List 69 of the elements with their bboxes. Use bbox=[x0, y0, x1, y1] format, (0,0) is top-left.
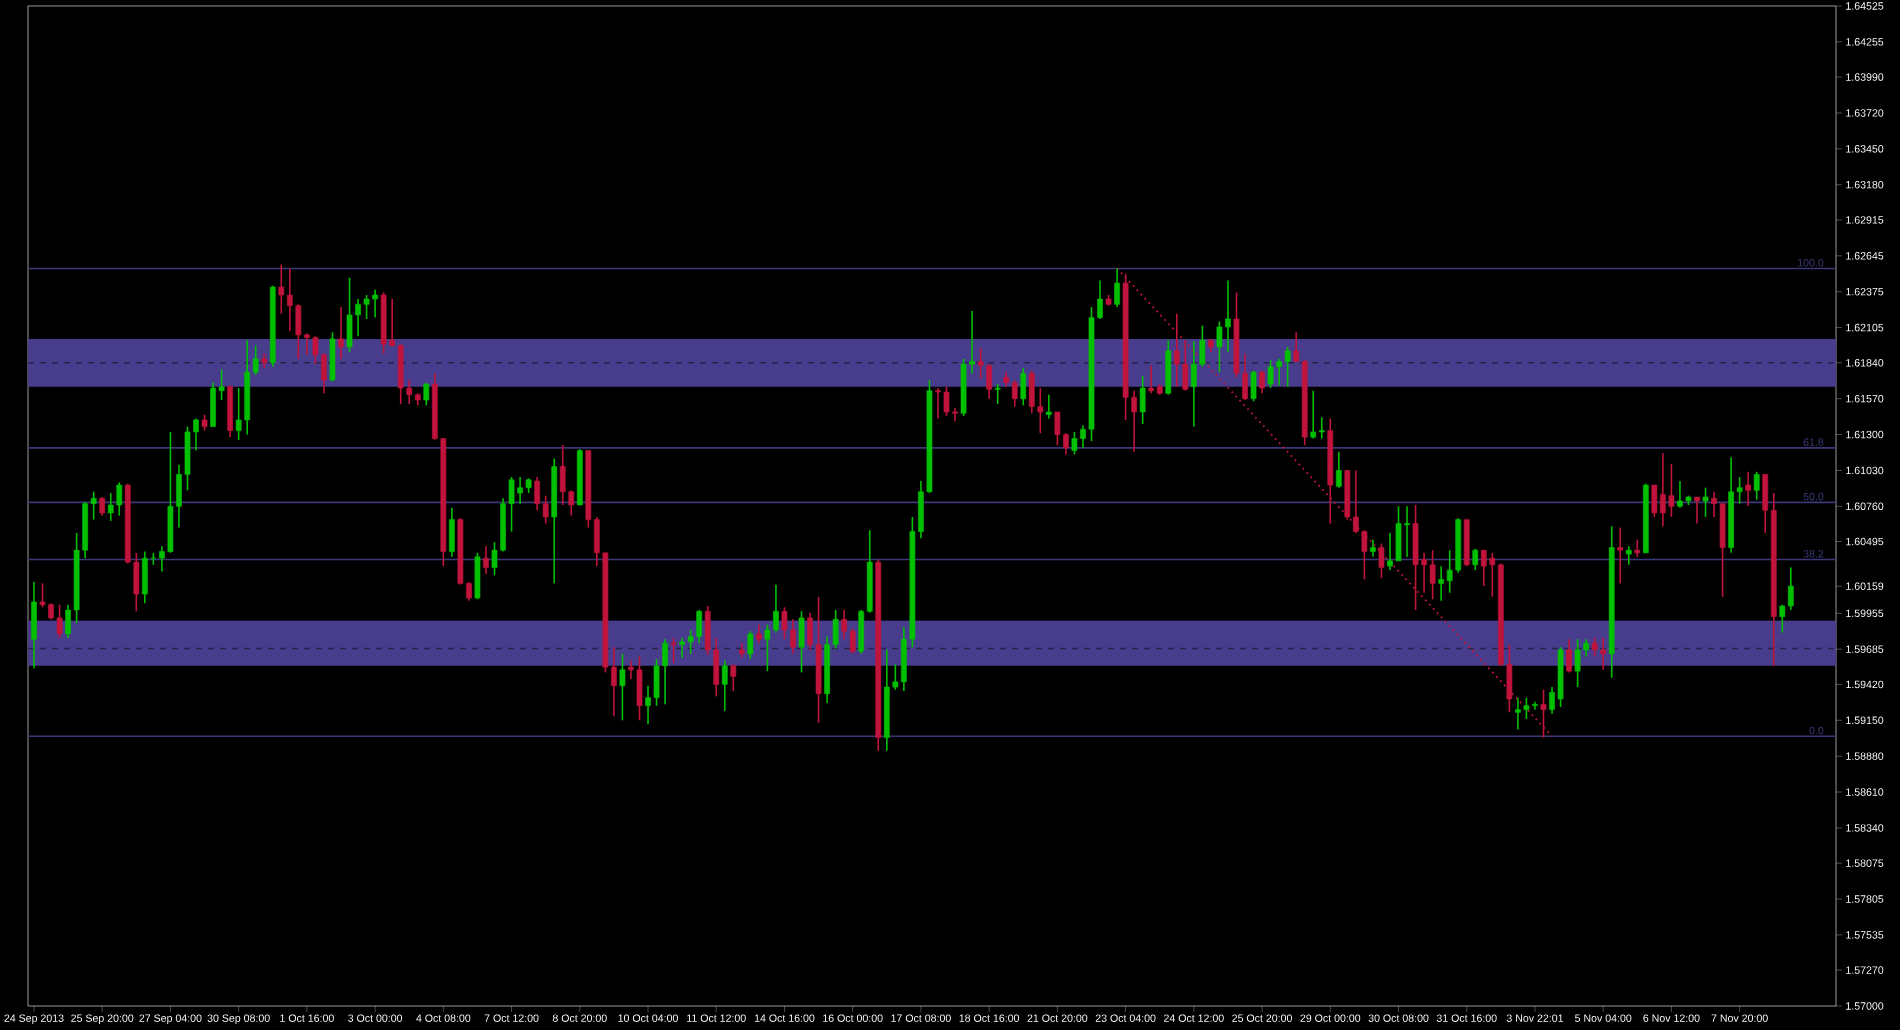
candlestick bbox=[721, 659, 728, 712]
candlestick bbox=[1182, 339, 1189, 392]
candlestick bbox=[730, 663, 737, 692]
candlestick bbox=[1071, 431, 1078, 456]
candlestick bbox=[99, 496, 106, 517]
candlestick bbox=[1165, 339, 1172, 396]
candlestick bbox=[31, 581, 37, 670]
candlestick bbox=[1617, 526, 1624, 585]
candlestick bbox=[619, 653, 626, 722]
candlestick bbox=[1574, 638, 1581, 688]
candlestick bbox=[1429, 549, 1436, 601]
candlestick bbox=[1753, 470, 1760, 501]
candlestick bbox=[329, 331, 336, 383]
candlestick bbox=[1395, 505, 1402, 562]
candlestick bbox=[346, 276, 353, 353]
candlestick bbox=[1139, 375, 1146, 425]
candlestick bbox=[1148, 364, 1155, 395]
candlestick bbox=[1054, 411, 1061, 446]
candlestick bbox=[747, 630, 754, 660]
candlestick bbox=[943, 385, 950, 417]
candlestick bbox=[483, 545, 489, 575]
candlestick bbox=[1566, 638, 1572, 674]
candlestick bbox=[1216, 320, 1223, 373]
candlestick bbox=[107, 492, 114, 522]
candlestick bbox=[1523, 696, 1530, 720]
candlestick bbox=[1438, 565, 1445, 602]
candlestick bbox=[798, 610, 805, 674]
candlestick bbox=[363, 294, 370, 320]
candlestick bbox=[1668, 463, 1675, 518]
candlestick bbox=[534, 476, 541, 512]
candlestick bbox=[1250, 369, 1257, 403]
candlestick bbox=[1719, 502, 1726, 598]
candlestick bbox=[1591, 637, 1598, 658]
candlestick bbox=[1114, 267, 1120, 308]
candlestick bbox=[474, 552, 481, 601]
candlestick bbox=[1472, 548, 1479, 571]
candlestick bbox=[559, 444, 566, 506]
candlestick bbox=[1787, 566, 1794, 611]
candlestick bbox=[1694, 496, 1700, 525]
candlestick bbox=[278, 263, 285, 315]
candlestick bbox=[994, 383, 1001, 405]
candlestick bbox=[1651, 484, 1658, 518]
candlestick bbox=[397, 343, 404, 405]
candlestick bbox=[227, 384, 233, 439]
candlestick bbox=[1267, 359, 1274, 389]
candlestick bbox=[167, 431, 174, 554]
candlestick bbox=[141, 550, 148, 605]
candlestick bbox=[781, 606, 788, 641]
candlestick bbox=[1011, 379, 1018, 408]
candlestick bbox=[1020, 367, 1027, 407]
candlestick bbox=[1378, 542, 1385, 579]
candlestick bbox=[449, 506, 455, 558]
candlestick bbox=[116, 481, 123, 517]
candlestick bbox=[1310, 389, 1317, 440]
candlestick bbox=[1412, 504, 1419, 611]
candlestick bbox=[849, 627, 856, 655]
candlestick bbox=[1318, 416, 1325, 440]
candlestick bbox=[1463, 518, 1470, 567]
candlestick bbox=[56, 603, 63, 639]
candlestick bbox=[670, 637, 677, 664]
candlestick bbox=[1625, 545, 1632, 566]
candlestick bbox=[338, 306, 344, 360]
candlestick bbox=[1045, 393, 1052, 420]
candlestick bbox=[1702, 486, 1709, 518]
candlestick bbox=[1745, 470, 1752, 508]
candlestick bbox=[756, 623, 762, 644]
candlestick bbox=[1284, 346, 1291, 388]
candlestick bbox=[1335, 451, 1342, 489]
candlestick bbox=[636, 655, 643, 722]
